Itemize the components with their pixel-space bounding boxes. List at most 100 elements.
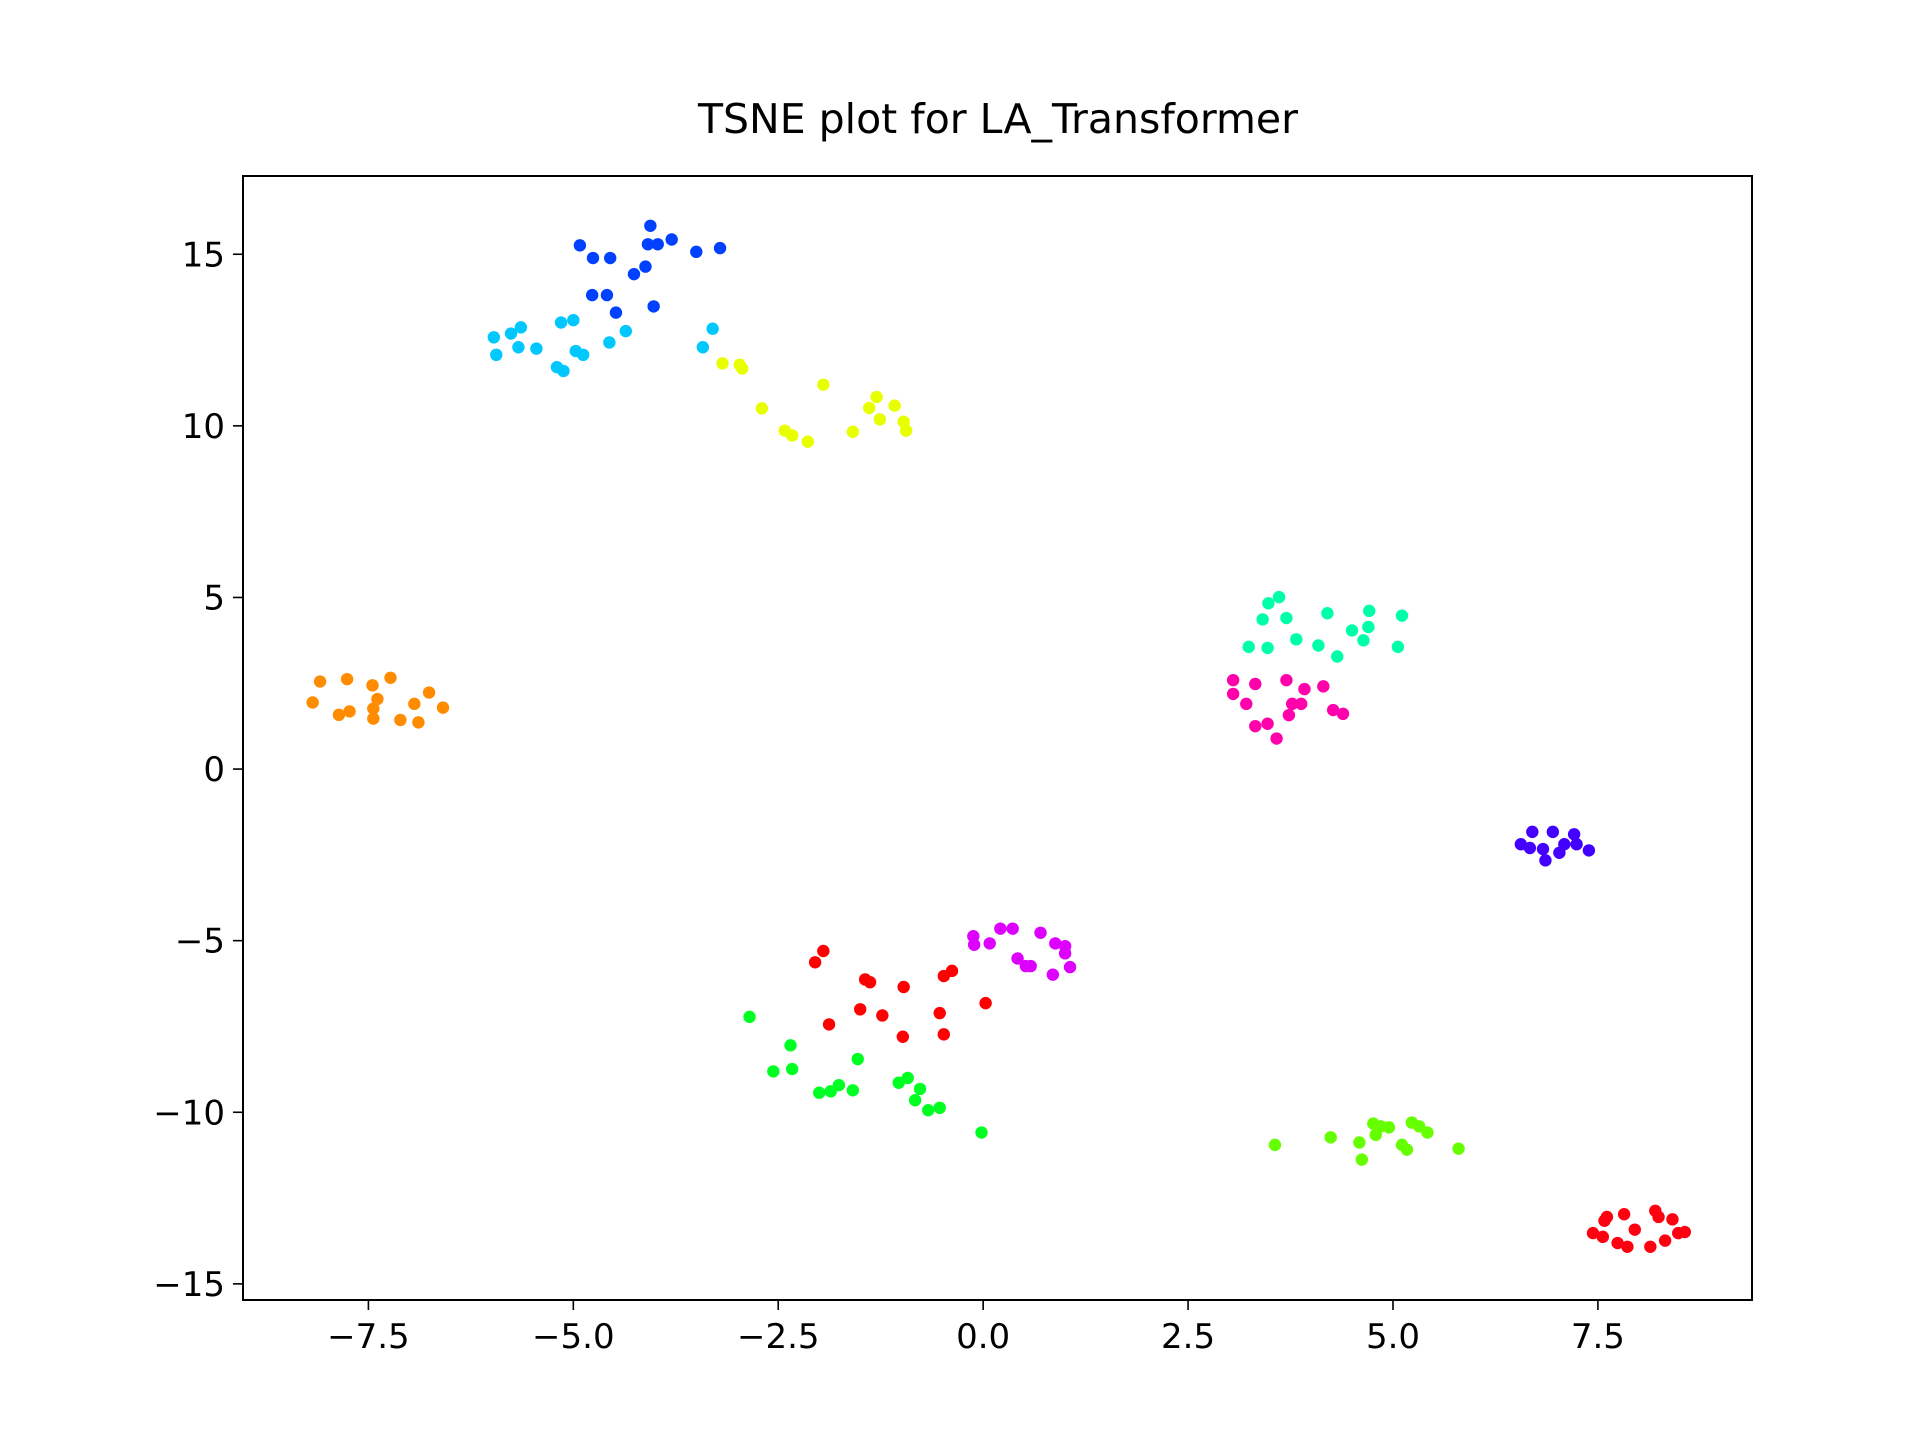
y-tick-label: 0 xyxy=(203,750,225,790)
scatter-point xyxy=(846,425,860,438)
y-tick-label: −10 xyxy=(153,1093,225,1133)
scatter-point xyxy=(641,238,655,251)
scatter-point xyxy=(1395,609,1409,622)
scatter-point xyxy=(1546,825,1560,839)
y-tick-label: 10 xyxy=(182,407,225,447)
scatter-point xyxy=(340,672,354,686)
scatter-point xyxy=(1046,968,1060,981)
y-tick-label: 5 xyxy=(203,578,225,618)
scatter-point xyxy=(573,239,587,252)
scatter-point xyxy=(767,1065,780,1078)
scatter-point xyxy=(1611,1236,1624,1250)
scatter-point xyxy=(1628,1223,1641,1236)
scatter-point xyxy=(1539,854,1552,867)
scatter-point xyxy=(913,1082,927,1096)
scatter-point xyxy=(822,1018,836,1031)
scatter-point xyxy=(644,219,657,232)
scatter-point xyxy=(967,938,981,951)
scatter-point xyxy=(1617,1207,1631,1221)
scatter-point xyxy=(1226,673,1240,687)
scatter-point xyxy=(619,324,632,338)
scatter-point xyxy=(647,300,660,313)
scatter-point xyxy=(1357,634,1370,647)
scatter-point xyxy=(332,708,346,722)
scatter-point xyxy=(863,401,876,415)
scatter-point xyxy=(1596,1230,1610,1244)
scatter-point xyxy=(627,267,641,281)
scatter-point xyxy=(1353,1136,1366,1149)
scatter-point xyxy=(665,233,678,246)
scatter-point xyxy=(1270,732,1283,745)
scatter-point xyxy=(1391,640,1405,654)
scatter-point xyxy=(609,306,623,319)
scatter-point xyxy=(490,348,503,362)
scatter-point xyxy=(908,1094,922,1107)
scatter-point xyxy=(651,238,664,251)
scatter-point xyxy=(1621,1240,1634,1254)
scatter-point xyxy=(1242,640,1255,654)
scatter-point xyxy=(854,1003,867,1016)
scatter-point xyxy=(1324,1131,1337,1144)
scatter-point xyxy=(394,713,407,727)
scatter-point xyxy=(690,245,703,259)
scatter-point xyxy=(512,341,525,354)
scatter-point xyxy=(367,712,380,725)
scatter-point xyxy=(1034,926,1047,939)
scatter-point xyxy=(313,675,327,688)
scatter-point xyxy=(600,288,614,302)
scatter-point xyxy=(863,975,877,989)
scatter-point xyxy=(933,1006,946,1020)
scatter-point xyxy=(735,362,749,375)
scatter-point xyxy=(870,390,883,404)
scatter-point xyxy=(530,342,543,355)
scatter-point xyxy=(1582,844,1596,857)
scatter-point xyxy=(1240,697,1253,711)
scatter-point xyxy=(1678,1225,1691,1239)
scatter-point xyxy=(1282,708,1296,722)
scatter-point xyxy=(851,1052,864,1066)
x-tick-label: 7.5 xyxy=(1571,1317,1625,1357)
scatter-point xyxy=(1024,959,1037,973)
scatter-point xyxy=(899,424,913,437)
scatter-point xyxy=(1261,717,1274,730)
scatter-point xyxy=(1226,687,1240,701)
scatter-point xyxy=(785,1062,799,1076)
scatter-point xyxy=(716,357,729,370)
scatter-point xyxy=(567,313,580,327)
scatter-point xyxy=(1272,590,1286,604)
scatter-point xyxy=(1526,825,1539,839)
scatter-point xyxy=(1382,1121,1396,1134)
scatter-point xyxy=(1536,842,1550,856)
scatter-point xyxy=(983,937,996,950)
scatter-point xyxy=(367,702,380,715)
scatter-point xyxy=(1452,1142,1465,1155)
scatter-point xyxy=(504,327,518,340)
scatter-point xyxy=(994,922,1007,935)
scatter-point xyxy=(586,251,600,265)
scatter-point xyxy=(557,364,570,378)
scatter-point xyxy=(436,701,450,714)
scatter-point xyxy=(808,956,822,969)
scatter-point xyxy=(933,1101,946,1115)
scatter-point xyxy=(801,435,814,448)
scatter-point xyxy=(817,378,830,391)
scatter-point xyxy=(813,1086,826,1099)
scatter-point xyxy=(1290,633,1303,646)
scatter-point xyxy=(554,316,568,329)
scatter-point xyxy=(422,686,436,699)
chart-title: TSNE plot for LA_Transformer xyxy=(697,95,1298,143)
scatter-point xyxy=(1558,838,1571,851)
scatter-point xyxy=(713,241,727,255)
scatter-point xyxy=(937,1028,951,1041)
scatter-point xyxy=(343,705,356,718)
scatter-point xyxy=(1586,1226,1600,1240)
scatter-point xyxy=(306,696,319,709)
scatter-point xyxy=(785,429,799,442)
scatter-point xyxy=(1280,673,1293,687)
x-tick-label: 0.0 xyxy=(956,1317,1010,1357)
scatter-point xyxy=(1262,597,1275,610)
scatter-point xyxy=(1317,680,1330,693)
scatter-point xyxy=(412,716,425,729)
scatter-point xyxy=(1006,922,1019,935)
